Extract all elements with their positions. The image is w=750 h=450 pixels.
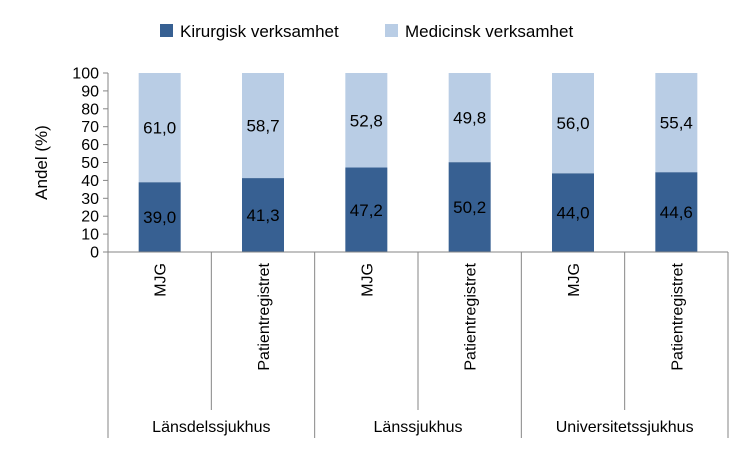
data-label: 39,0 bbox=[143, 208, 176, 227]
data-label: 52,8 bbox=[350, 111, 383, 130]
bar-medicinsk-6 bbox=[655, 73, 698, 173]
y-tick-label: 30 bbox=[81, 191, 99, 208]
category-label: Patientregistret bbox=[463, 262, 480, 370]
bar-kirurgisk-1 bbox=[138, 182, 181, 252]
bar-medicinsk-5 bbox=[552, 73, 594, 174]
legend-label-1: Kirurgisk verksamhet bbox=[180, 22, 339, 41]
y-tick-label: 20 bbox=[81, 209, 99, 226]
x-axis: MJG Patientregistret MJG Patientregistret MJ… bbox=[107, 251, 729, 438]
bar-medicinsk-4 bbox=[448, 73, 491, 163]
y-tick-label: 80 bbox=[81, 101, 99, 118]
bar-medicinsk-2 bbox=[242, 73, 284, 179]
plot-area: 39,0 61,0 41,3 58,7 47,2 52,8 50,2 49,8 44,0 56,0… bbox=[138, 73, 698, 252]
legend-label-2: Medicinsk verksamhet bbox=[405, 22, 573, 41]
legend-swatch-2 bbox=[385, 24, 398, 37]
data-label: 41,3 bbox=[246, 206, 279, 225]
data-label: 50,2 bbox=[453, 198, 486, 217]
bar-kirurgisk-5 bbox=[552, 173, 594, 252]
group-label: Länsdelssjukhus bbox=[152, 419, 270, 436]
y-tick-label: 50 bbox=[81, 155, 99, 172]
data-label: 44,0 bbox=[556, 204, 589, 223]
category-label: MJG bbox=[359, 263, 376, 297]
bar-kirurgisk-6 bbox=[655, 172, 698, 252]
legend-swatch-1 bbox=[160, 24, 173, 37]
legend: Kirurgisk verksamhet Medicinsk verksamhet bbox=[160, 22, 573, 41]
category-label: Patientregistret bbox=[669, 262, 686, 370]
category-label: Patientregistret bbox=[256, 262, 273, 370]
category-label: MJG bbox=[566, 263, 583, 297]
category-label: MJG bbox=[153, 263, 170, 297]
data-label: 55,4 bbox=[660, 114, 693, 133]
bar-kirurgisk-4 bbox=[448, 162, 491, 252]
data-label: 49,8 bbox=[453, 109, 486, 128]
bar-medicinsk-1 bbox=[138, 73, 181, 183]
bar-kirurgisk-2 bbox=[242, 178, 284, 252]
y-tick-label: 90 bbox=[81, 83, 99, 100]
data-label: 61,0 bbox=[143, 119, 176, 138]
y-tick-label: 70 bbox=[81, 119, 99, 136]
y-axis-title: Andel (%) bbox=[32, 125, 51, 200]
bar-kirurgisk-3 bbox=[345, 167, 388, 252]
y-tick-label: 0 bbox=[90, 245, 99, 262]
data-label: 56,0 bbox=[556, 114, 589, 133]
data-label: 47,2 bbox=[350, 201, 383, 220]
group-label: Universitetssjukhus bbox=[556, 419, 694, 436]
y-tick-label: 100 bbox=[72, 66, 99, 83]
bar-medicinsk-3 bbox=[345, 73, 388, 168]
group-label: Länssjukhus bbox=[374, 419, 463, 436]
data-label: 58,7 bbox=[246, 117, 279, 136]
y-tick-label: 40 bbox=[81, 173, 99, 190]
data-label: 44,6 bbox=[660, 203, 693, 222]
y-tick-label: 60 bbox=[81, 137, 99, 154]
y-tick-label: 10 bbox=[81, 227, 99, 244]
